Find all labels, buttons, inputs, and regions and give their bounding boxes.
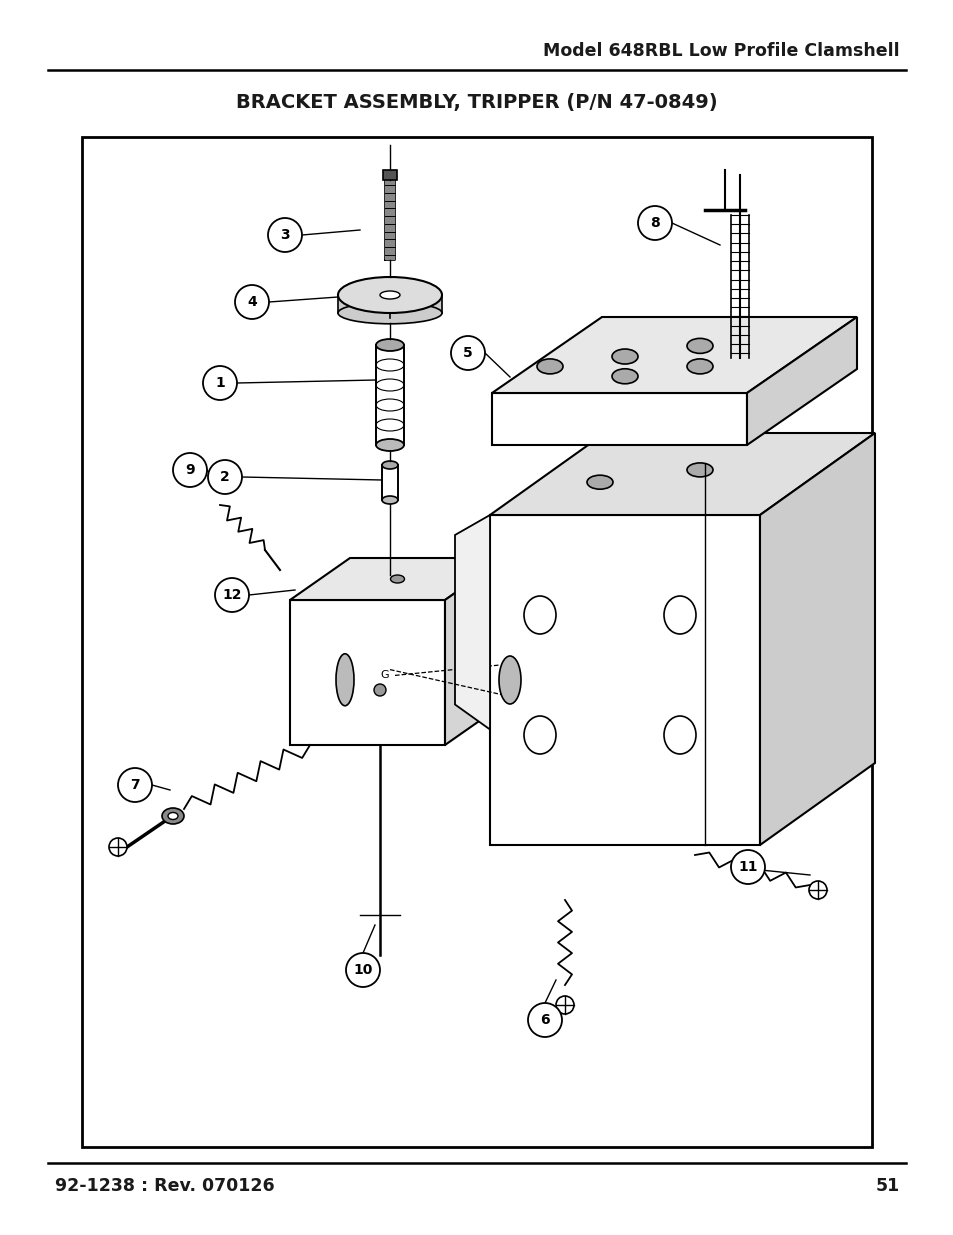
Polygon shape — [444, 558, 504, 745]
Circle shape — [118, 768, 152, 802]
Text: 10: 10 — [353, 963, 373, 977]
Ellipse shape — [381, 461, 397, 469]
Ellipse shape — [162, 808, 184, 824]
Ellipse shape — [663, 716, 696, 755]
Text: 2: 2 — [220, 471, 230, 484]
Circle shape — [638, 206, 671, 240]
Circle shape — [808, 881, 826, 899]
Polygon shape — [290, 558, 504, 600]
Ellipse shape — [663, 597, 696, 634]
Ellipse shape — [337, 277, 441, 312]
Ellipse shape — [537, 359, 562, 374]
Bar — [382, 170, 396, 180]
Ellipse shape — [686, 338, 712, 353]
Circle shape — [451, 336, 484, 370]
Circle shape — [214, 578, 249, 613]
Ellipse shape — [523, 597, 556, 634]
Text: 51: 51 — [875, 1177, 899, 1195]
Polygon shape — [290, 600, 444, 745]
Ellipse shape — [586, 475, 613, 489]
Text: 7: 7 — [130, 778, 140, 792]
Bar — [337, 295, 441, 312]
Ellipse shape — [337, 303, 441, 324]
Bar — [381, 466, 397, 500]
Circle shape — [730, 850, 764, 884]
Text: 6: 6 — [539, 1013, 549, 1028]
Text: Model 648RBL Low Profile Clamshell: Model 648RBL Low Profile Clamshell — [543, 42, 899, 61]
Polygon shape — [492, 393, 746, 445]
Circle shape — [109, 839, 127, 856]
Circle shape — [234, 285, 269, 319]
Text: BRACKET ASSEMBLY, TRIPPER (P/N 47-0849): BRACKET ASSEMBLY, TRIPPER (P/N 47-0849) — [236, 93, 717, 112]
Text: 4: 4 — [247, 295, 256, 309]
Text: G: G — [380, 671, 389, 680]
Polygon shape — [760, 433, 874, 845]
Ellipse shape — [686, 463, 712, 477]
Text: 9: 9 — [185, 463, 194, 477]
Ellipse shape — [381, 496, 397, 504]
Text: 12: 12 — [222, 588, 241, 601]
Circle shape — [556, 995, 574, 1014]
Circle shape — [203, 366, 236, 400]
Polygon shape — [746, 317, 856, 445]
Circle shape — [268, 219, 302, 252]
Text: 1: 1 — [214, 375, 225, 390]
Polygon shape — [490, 515, 760, 845]
Bar — [82, 137, 871, 1147]
Ellipse shape — [612, 369, 638, 384]
Bar — [385, 180, 395, 261]
Ellipse shape — [379, 291, 399, 299]
Text: 3: 3 — [280, 228, 290, 242]
Text: 92-1238 : Rev. 070126: 92-1238 : Rev. 070126 — [55, 1177, 274, 1195]
Ellipse shape — [390, 576, 404, 583]
Ellipse shape — [375, 338, 403, 351]
Circle shape — [172, 453, 207, 487]
Polygon shape — [455, 515, 490, 730]
Bar — [375, 345, 403, 445]
Circle shape — [208, 459, 242, 494]
Ellipse shape — [335, 653, 354, 705]
Text: 5: 5 — [462, 346, 473, 359]
Text: 11: 11 — [738, 860, 757, 874]
Ellipse shape — [168, 813, 178, 820]
Circle shape — [527, 1003, 561, 1037]
Text: 8: 8 — [649, 216, 659, 230]
Polygon shape — [492, 317, 856, 393]
Ellipse shape — [498, 656, 520, 704]
Ellipse shape — [523, 716, 556, 755]
Ellipse shape — [686, 359, 712, 374]
Circle shape — [374, 684, 386, 697]
Polygon shape — [490, 433, 874, 515]
Circle shape — [346, 953, 379, 987]
Ellipse shape — [375, 438, 403, 451]
Ellipse shape — [612, 350, 638, 364]
